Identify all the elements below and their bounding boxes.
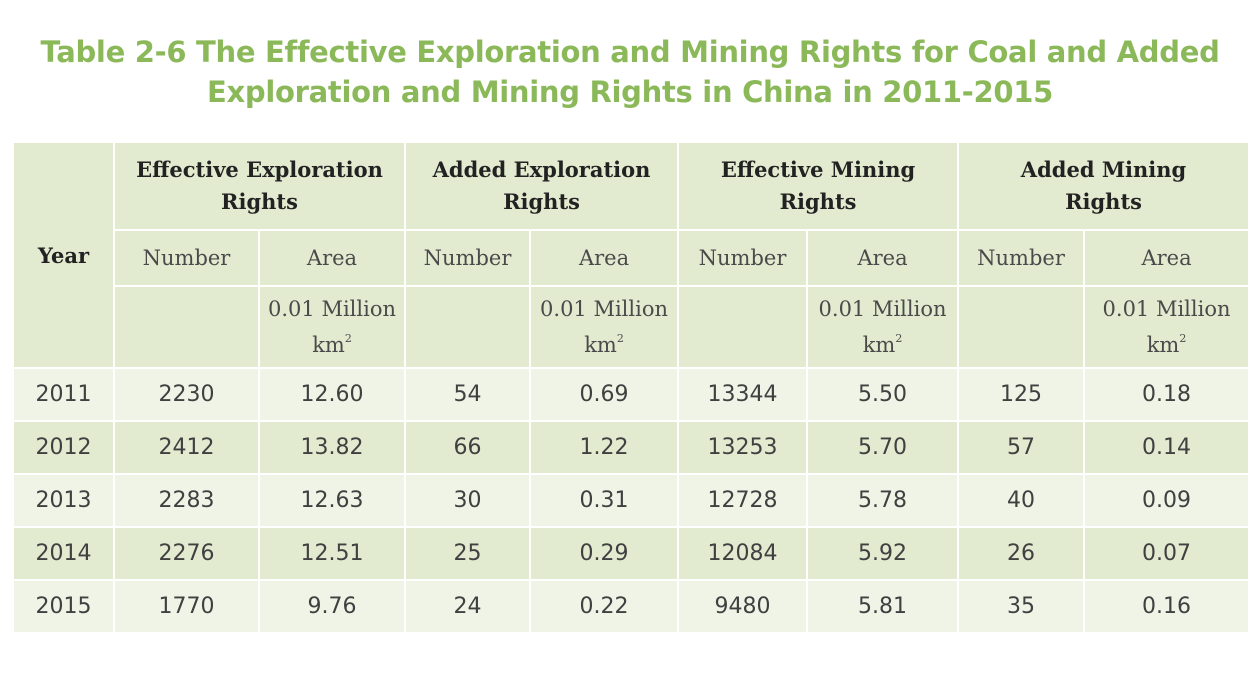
cell-value: 13253 — [677, 420, 809, 475]
unit-empty — [957, 285, 1086, 369]
cell-value: 66 — [404, 420, 532, 475]
table-title-line2: Exploration and Mining Rights in China i… — [206, 75, 1054, 109]
cell-value: 26 — [957, 526, 1086, 581]
table-row: 2015 1770 9.76 24 0.22 9480 5.81 35 0.16 — [12, 579, 1251, 634]
cell-value: 0.22 — [529, 579, 680, 634]
unit-area: 0.01 Million km2 — [257, 285, 407, 369]
subheader-area: Area — [1083, 229, 1251, 287]
subheader-number: Number — [404, 229, 532, 287]
cell-year: 2011 — [12, 367, 115, 422]
cell-value: 5.81 — [806, 579, 960, 634]
cell-value: 5.92 — [806, 526, 960, 581]
unit-area: 0.01 Million km2 — [806, 285, 960, 369]
cell-value: 2412 — [113, 420, 260, 475]
unit-empty — [404, 285, 532, 369]
cell-value: 0.07 — [1083, 526, 1251, 581]
cell-value: 13.82 — [257, 420, 407, 475]
table-title: Table 2-6 The Effective Exploration and … — [0, 32, 1260, 112]
cell-value: 12.51 — [257, 526, 407, 581]
cell-value: 0.29 — [529, 526, 680, 581]
cell-value: 1.22 — [529, 420, 680, 475]
subheader-number: Number — [113, 229, 260, 287]
cell-value: 125 — [957, 367, 1086, 422]
cell-value: 0.14 — [1083, 420, 1251, 475]
cell-value: 54 — [404, 367, 532, 422]
group-header-added-exploration: Added Exploration Rights — [404, 141, 680, 231]
subheader-number: Number — [677, 229, 809, 287]
cell-value: 2230 — [113, 367, 260, 422]
table-row: 2013 2283 12.63 30 0.31 12728 5.78 40 0.… — [12, 473, 1251, 528]
cell-value: 24 — [404, 579, 532, 634]
cell-value: 9.76 — [257, 579, 407, 634]
unit-empty — [113, 285, 260, 369]
cell-value: 30 — [404, 473, 532, 528]
cell-value: 0.16 — [1083, 579, 1251, 634]
table-row: 2012 2412 13.82 66 1.22 13253 5.70 57 0.… — [12, 420, 1251, 475]
cell-value: 5.78 — [806, 473, 960, 528]
coal-rights-table: Year Effective Exploration Rights Added … — [12, 141, 1251, 634]
cell-value: 13344 — [677, 367, 809, 422]
cell-value: 12084 — [677, 526, 809, 581]
cell-value: 57 — [957, 420, 1086, 475]
header-row-subcolumns: Number Area Number Area Number Area Numb… — [13, 229, 1251, 287]
cell-value: 1770 — [113, 579, 260, 634]
subheader-area: Area — [529, 229, 680, 287]
group-header-effective-exploration: Effective Exploration Rights — [112, 141, 407, 231]
cell-year: 2013 — [12, 473, 115, 528]
cell-value: 5.50 — [806, 367, 960, 422]
subheader-area: Area — [806, 229, 960, 287]
cell-value: 5.70 — [806, 420, 960, 475]
table-row: 2014 2276 12.51 25 0.29 12084 5.92 26 0.… — [12, 526, 1251, 581]
cell-value: 12.63 — [257, 473, 407, 528]
cell-value: 12.60 — [257, 367, 407, 422]
cell-value: 35 — [957, 579, 1086, 634]
cell-value: 0.69 — [529, 367, 680, 422]
cell-value: 0.09 — [1083, 473, 1251, 528]
group-header-added-mining: Added Mining Rights — [957, 141, 1251, 231]
group-header-effective-mining: Effective Mining Rights — [677, 141, 960, 231]
cell-value: 25 — [404, 526, 532, 581]
cell-year: 2015 — [12, 579, 115, 634]
cell-value: 12728 — [677, 473, 809, 528]
cell-value: 40 — [957, 473, 1086, 528]
table-row: 2011 2230 12.60 54 0.69 13344 5.50 125 0… — [12, 367, 1251, 422]
cell-year: 2014 — [12, 526, 115, 581]
unit-area: 0.01 Million km2 — [529, 285, 680, 369]
unit-empty — [677, 285, 809, 369]
table-title-line1: Table 2-6 The Effective Exploration and … — [40, 35, 1220, 69]
cell-value: 0.18 — [1083, 367, 1251, 422]
cell-value: 0.31 — [529, 473, 680, 528]
subheader-number: Number — [957, 229, 1086, 287]
cell-value: 2276 — [113, 526, 260, 581]
unit-area: 0.01 Million km2 — [1083, 285, 1251, 369]
cell-year: 2012 — [12, 420, 115, 475]
cell-value: 9480 — [677, 579, 809, 634]
header-row-groups: Year Effective Exploration Rights Added … — [12, 141, 1251, 369]
subheader-area: Area — [257, 229, 407, 287]
cell-value: 2283 — [113, 473, 260, 528]
header-row-units: 0.01 Million km2 0.01 Million km2 0.01 M… — [13, 285, 1251, 369]
year-header: Year — [12, 141, 115, 369]
